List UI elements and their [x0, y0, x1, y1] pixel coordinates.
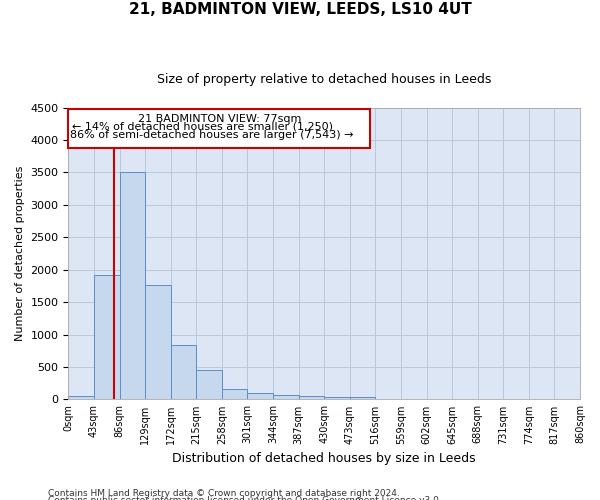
- Bar: [171, 345, 196, 400]
- Bar: [222, 389, 247, 400]
- Bar: [247, 393, 273, 400]
- Text: ← 14% of detached houses are smaller (1,250): ← 14% of detached houses are smaller (1,…: [72, 122, 333, 132]
- Bar: [94, 275, 119, 400]
- FancyBboxPatch shape: [68, 110, 370, 148]
- Text: Contains HM Land Registry data © Crown copyright and database right 2024.: Contains HM Land Registry data © Crown c…: [48, 488, 400, 498]
- Y-axis label: Number of detached properties: Number of detached properties: [15, 166, 25, 341]
- Bar: [273, 395, 299, 400]
- Text: Contains public sector information licensed under the Open Government Licence v3: Contains public sector information licen…: [48, 496, 442, 500]
- Bar: [68, 396, 94, 400]
- Bar: [350, 397, 376, 400]
- Title: Size of property relative to detached houses in Leeds: Size of property relative to detached ho…: [157, 72, 491, 86]
- X-axis label: Distribution of detached houses by size in Leeds: Distribution of detached houses by size …: [172, 452, 476, 465]
- Bar: [299, 396, 324, 400]
- Text: 21 BADMINTON VIEW: 77sqm: 21 BADMINTON VIEW: 77sqm: [137, 114, 301, 124]
- Bar: [145, 284, 171, 400]
- Text: 21, BADMINTON VIEW, LEEDS, LS10 4UT: 21, BADMINTON VIEW, LEEDS, LS10 4UT: [128, 2, 472, 18]
- Bar: [119, 172, 145, 400]
- Bar: [196, 370, 222, 400]
- Bar: [324, 397, 350, 400]
- Text: 86% of semi-detached houses are larger (7,543) →: 86% of semi-detached houses are larger (…: [70, 130, 353, 140]
